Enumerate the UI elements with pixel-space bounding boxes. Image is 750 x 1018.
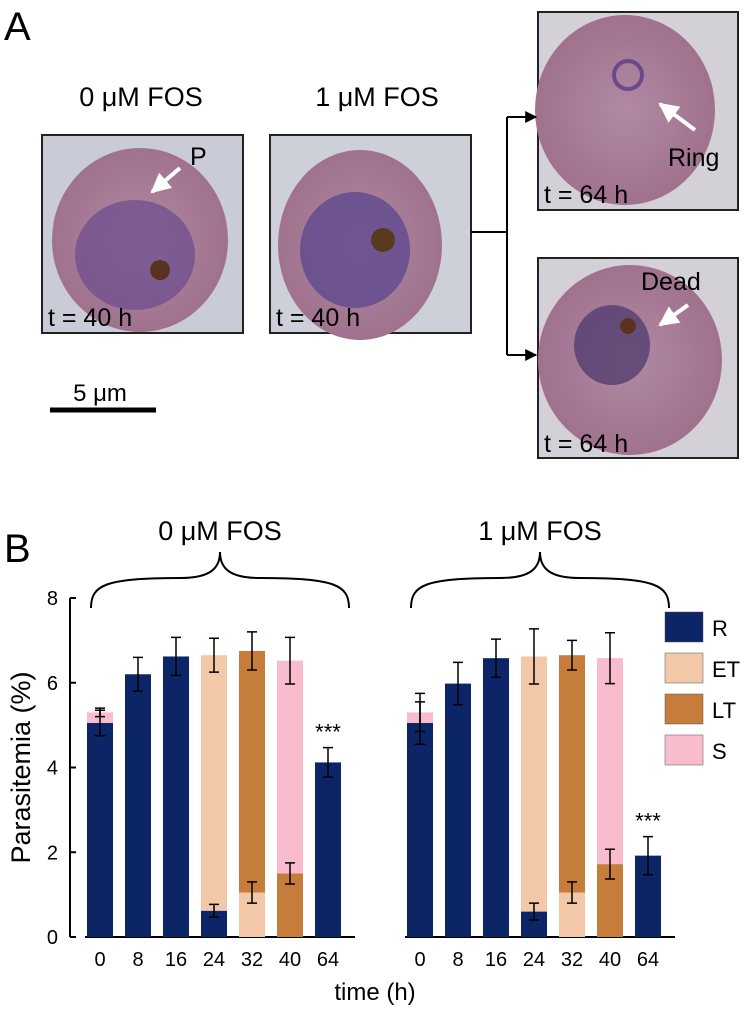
legend-label: ET	[712, 657, 740, 682]
group-title: 0 μM FOS	[158, 516, 282, 546]
micrograph: t = 40 h	[269, 134, 472, 340]
bar-segment	[201, 655, 227, 911]
error-bar	[605, 848, 615, 880]
error-bar	[247, 631, 257, 671]
error-bar	[209, 903, 219, 918]
error-bar	[643, 835, 653, 876]
bar-segment	[125, 674, 151, 937]
group-brace	[90, 551, 350, 609]
bar-segment	[277, 660, 303, 874]
y-tick-label: 0	[47, 927, 58, 949]
condition-title: 1 μM FOS	[315, 82, 439, 112]
error-bar	[285, 636, 295, 685]
bar-segment	[559, 655, 585, 893]
x-tick-label: 24	[203, 949, 225, 971]
significance-label: ***	[635, 809, 661, 834]
annotation: P	[190, 143, 207, 171]
connector	[471, 111, 538, 361]
legend-swatch	[664, 693, 704, 725]
bar-segment	[445, 683, 471, 937]
x-tick-label: 16	[485, 949, 507, 971]
micrograph: P t = 40 h	[41, 134, 244, 334]
x-tick-label: 32	[241, 949, 263, 971]
error-bar	[491, 638, 501, 678]
bar-segment	[163, 656, 189, 937]
time-label: t = 64 h	[544, 181, 628, 209]
error-bar	[285, 862, 295, 885]
error-bar	[171, 636, 181, 677]
y-tick-label: 8	[47, 588, 58, 610]
x-tick-label: 24	[523, 949, 545, 971]
bar-segment	[239, 650, 265, 893]
panel-label: B	[4, 527, 31, 571]
error-bar	[605, 631, 615, 685]
error-bar	[453, 661, 463, 706]
error-bar	[567, 639, 577, 671]
error-bar	[133, 656, 143, 692]
x-tick-label: 0	[94, 949, 105, 971]
y-axis-title: Parasitemia (%)	[6, 671, 36, 863]
bar-segment	[597, 658, 623, 865]
error-bar	[323, 746, 333, 778]
legend-label: R	[712, 616, 728, 641]
y-tick-label: 6	[47, 673, 58, 695]
x-tick-label: 40	[599, 949, 621, 971]
condition-title: 0 μM FOS	[79, 82, 203, 112]
x-tick-label: 32	[561, 949, 583, 971]
time-label: t = 40 h	[48, 304, 132, 332]
legend-label: LT	[712, 698, 736, 723]
scale-label: 5 μm	[73, 380, 127, 407]
x-tick-label: 40	[279, 949, 301, 971]
y-tick-label: 4	[47, 758, 58, 780]
bar-segment	[407, 723, 433, 937]
group-brace	[410, 551, 670, 609]
legend-swatch	[664, 611, 704, 643]
x-tick-label: 64	[637, 949, 659, 971]
error-bar	[95, 707, 105, 718]
y-tick-label: 2	[47, 842, 58, 864]
bar-segment	[315, 762, 341, 937]
error-bar	[247, 881, 257, 904]
error-bar	[529, 902, 539, 921]
bar-segment	[87, 723, 113, 937]
group-title: 1 μM FOS	[478, 516, 602, 546]
legend-swatch	[664, 734, 704, 766]
panel-label: A	[4, 5, 31, 49]
x-tick-label: 8	[452, 949, 463, 971]
significance-label: ***	[315, 720, 341, 745]
x-axis-title: time (h)	[334, 979, 415, 1006]
legend-swatch	[664, 652, 704, 684]
time-label: t = 64 h	[544, 430, 628, 458]
legend-label: S	[712, 739, 727, 764]
bar-segment	[521, 656, 547, 912]
error-bar	[529, 628, 539, 685]
micrograph: Ring t = 64 h	[535, 11, 739, 211]
error-bar	[567, 881, 577, 904]
x-tick-label: 16	[165, 949, 187, 971]
micrograph: Dead t = 64 h	[537, 257, 739, 459]
annotation: Dead	[641, 268, 701, 296]
x-tick-label: 8	[132, 949, 143, 971]
bar-segment	[483, 658, 509, 937]
x-tick-label: 64	[317, 949, 339, 971]
x-tick-label: 0	[414, 949, 425, 971]
annotation: Ring	[668, 144, 719, 172]
error-bar	[415, 692, 425, 733]
error-bar	[209, 637, 219, 673]
time-label: t = 40 h	[276, 304, 360, 332]
